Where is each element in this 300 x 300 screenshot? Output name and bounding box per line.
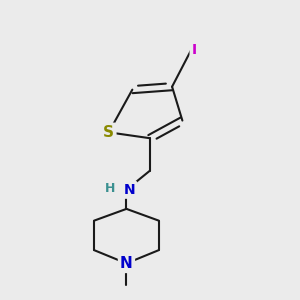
Text: S: S (103, 125, 114, 140)
Text: N: N (124, 183, 135, 197)
Text: N: N (120, 256, 133, 271)
Text: I: I (192, 43, 197, 57)
Text: H: H (105, 182, 116, 195)
